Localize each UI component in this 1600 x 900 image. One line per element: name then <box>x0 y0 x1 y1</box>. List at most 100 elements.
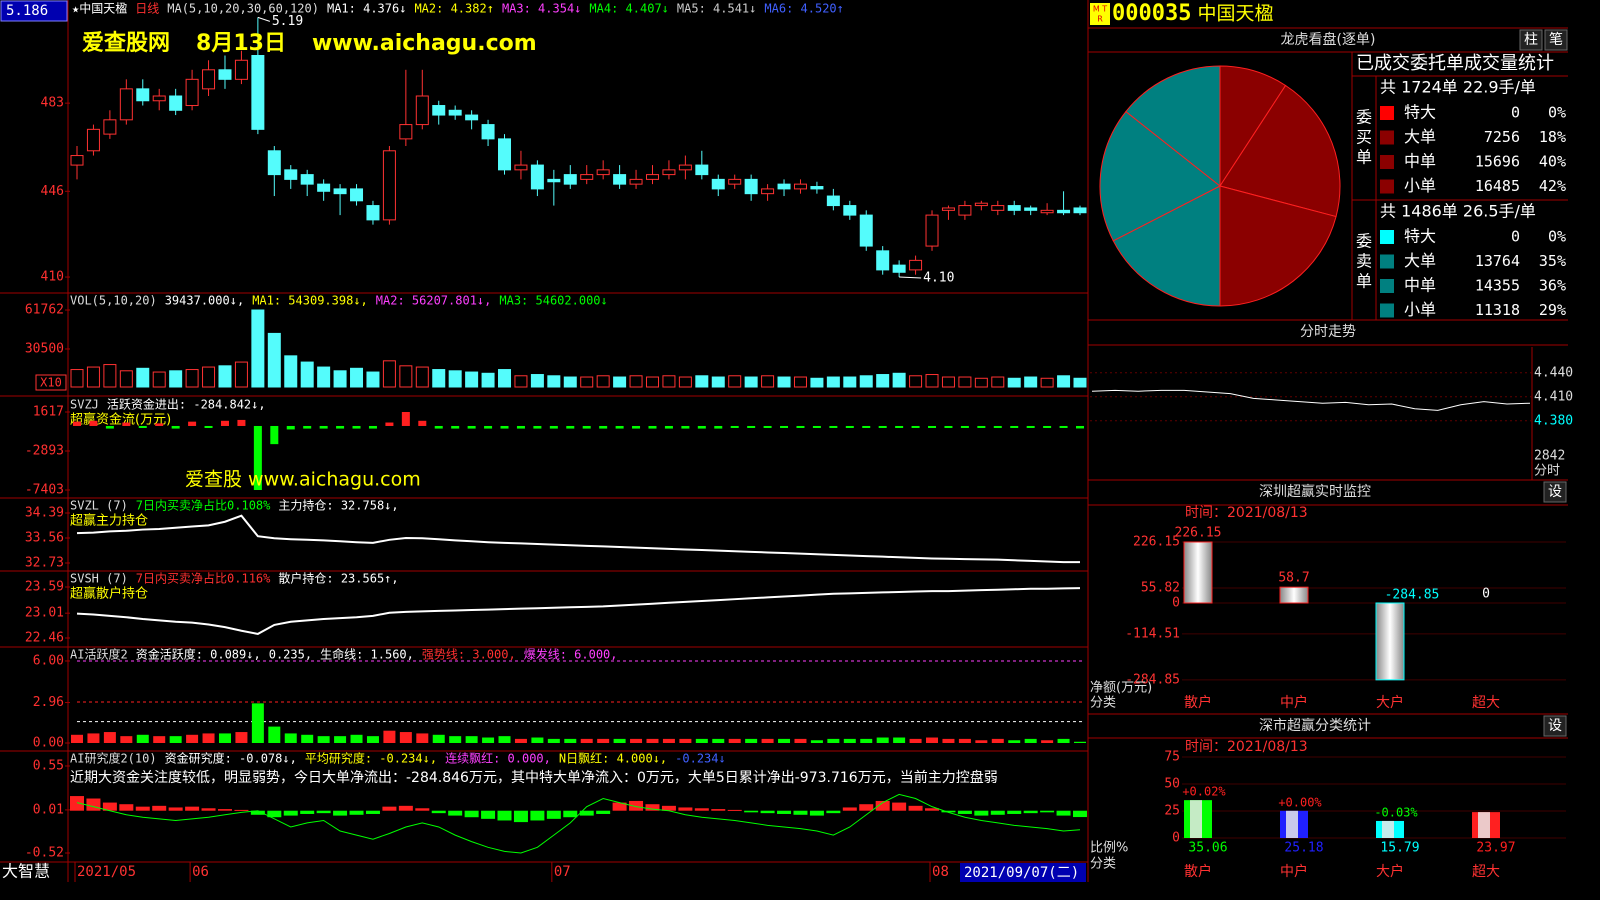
button[interactable] <box>1544 29 1568 51</box>
header-item: 爆发线: 6.000, <box>524 647 618 662</box>
activity-bar <box>580 738 593 743</box>
row-pct: 36% <box>1539 277 1566 295</box>
svg-text:R: R <box>1097 15 1103 24</box>
software-name: 大智慧 <box>2 862 50 881</box>
flow-bar <box>253 425 262 491</box>
value-label: 15.79 <box>1380 841 1419 856</box>
flow-bar <box>977 425 986 428</box>
change-label: -0.03% <box>1374 805 1418 819</box>
holding-line <box>76 514 1081 564</box>
y-tick-label: 30500 <box>25 341 64 356</box>
activity-bar <box>268 726 281 743</box>
flow-bar <box>270 425 279 445</box>
row-pct: 35% <box>1539 252 1566 270</box>
research-bar <box>464 810 479 818</box>
candle-body <box>514 164 528 171</box>
pie-slice <box>1219 185 1337 307</box>
research-bar <box>563 810 578 818</box>
research-bar <box>70 796 84 811</box>
research-bar <box>365 810 380 814</box>
activity-bar <box>926 737 939 743</box>
activity-bar <box>909 738 922 743</box>
research-bar <box>185 806 200 811</box>
y-tick-label: -2893 <box>25 443 64 458</box>
volume-bar <box>678 376 692 388</box>
research-bar <box>579 810 594 816</box>
research-bar <box>645 804 660 811</box>
x-tick-label: 07 <box>554 864 571 880</box>
y-tick-label: 61762 <box>25 303 64 318</box>
header-item: MA2: 4.382↑ <box>414 2 493 16</box>
research-bar <box>382 806 397 811</box>
y-tick-label: 23.01 <box>25 606 64 621</box>
research-bar <box>793 810 808 815</box>
button[interactable] <box>1543 715 1567 737</box>
row-value: 14355 <box>1475 277 1520 295</box>
row-value: 15696 <box>1475 153 1520 171</box>
flow-bar <box>993 425 1002 428</box>
group-label: 单 <box>1356 272 1372 291</box>
x-tick-label: 06 <box>192 864 209 880</box>
volume-bar <box>218 365 232 388</box>
research-bar <box>530 810 545 821</box>
flow-bar <box>1043 425 1052 428</box>
pie-slice <box>1219 84 1341 218</box>
research-bar <box>217 809 232 811</box>
watermark: 爱查股 www.aichagu.com <box>185 469 421 491</box>
watermark: 8月13日 <box>196 31 286 56</box>
candle-body <box>695 164 709 176</box>
flow-bar <box>812 425 821 428</box>
volume-bar <box>169 370 183 388</box>
unit-label: X10 <box>40 376 62 390</box>
panel-subtitle: 超赢主力持仓 <box>70 513 148 529</box>
research-bar <box>119 804 134 811</box>
research-bar <box>283 810 298 816</box>
header-item: AI研究度2(10) <box>70 751 157 766</box>
row-pct: 18% <box>1539 128 1566 146</box>
volume-bar <box>119 370 133 388</box>
flow-bar <box>599 425 608 429</box>
button[interactable] <box>1519 29 1543 51</box>
flow-bar <box>730 425 739 428</box>
candle-body <box>284 169 298 180</box>
candle-body <box>892 264 906 273</box>
header-item: 连续飘红: 0.000, <box>445 751 551 766</box>
change-label: +0.00% <box>1278 795 1322 809</box>
activity-bar <box>432 734 445 743</box>
svg-text:M T: M T <box>1093 5 1107 14</box>
activity-bar <box>1057 738 1070 743</box>
flow-bar <box>763 425 772 428</box>
volume-bar <box>958 376 972 388</box>
volume-bar <box>317 366 331 388</box>
flow-bar <box>451 425 460 429</box>
cursor-value: 5.186 <box>6 3 48 19</box>
y-tick-label: 0 <box>1172 831 1180 846</box>
y-tick-label: 4.410 <box>1534 389 1573 404</box>
activity-bar <box>482 737 495 743</box>
activity-bar <box>728 738 741 743</box>
header-item: 资金研究度: -0.078↓, <box>165 751 297 766</box>
candle-body <box>70 155 84 166</box>
candle-body <box>530 164 544 190</box>
group-label: 买 <box>1356 128 1372 147</box>
y-tick-label: 33.56 <box>25 530 64 545</box>
candle-body <box>678 164 692 171</box>
volume-bar <box>596 375 610 388</box>
y-tick-label: 4.440 <box>1534 365 1573 380</box>
volume-bar <box>859 375 873 388</box>
legend-swatch <box>1380 279 1394 293</box>
candle-body <box>415 95 429 126</box>
candle-body <box>925 214 939 247</box>
candle-body <box>202 69 216 90</box>
research-bar <box>481 810 496 819</box>
header-item: SVZL (7) <box>70 499 128 513</box>
candle-body <box>382 150 396 221</box>
group-label: 委 <box>1356 232 1372 251</box>
panel-title: 龙虎看盘(逐单) <box>1281 31 1376 48</box>
research-bar <box>1056 810 1071 816</box>
y-tick-label: 0 <box>1172 595 1180 610</box>
candle-body <box>448 109 462 116</box>
button[interactable] <box>1543 481 1567 503</box>
high-pointer <box>257 16 271 22</box>
candle-body <box>728 178 742 185</box>
